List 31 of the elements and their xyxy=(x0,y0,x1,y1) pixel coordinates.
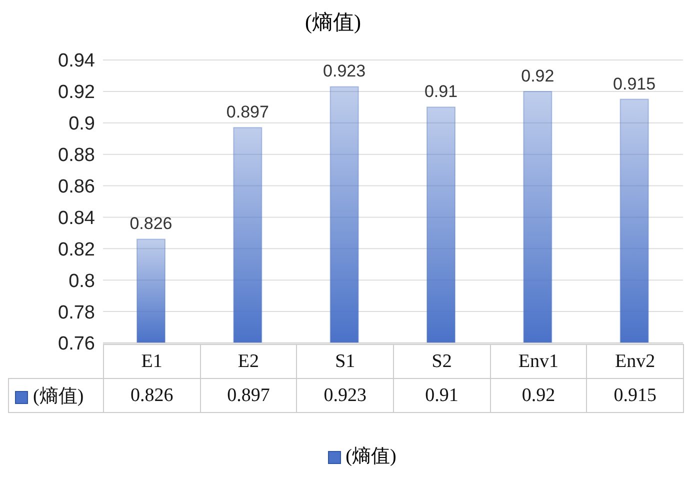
y-tick-label: 0.76 xyxy=(58,334,95,355)
x-tick-label: Env1 xyxy=(490,344,587,378)
data-label: 0.91 xyxy=(424,82,458,102)
data-label: 0.826 xyxy=(130,214,172,234)
y-tick-label: 0.8 xyxy=(68,270,95,292)
x-tick-label: S2 xyxy=(393,344,490,378)
data-label: 0.923 xyxy=(323,62,366,81)
y-tick-label: 0.92 xyxy=(58,82,95,104)
x-tick-label: Env2 xyxy=(586,344,684,378)
y-tick-label: 0.78 xyxy=(58,302,95,324)
text: (熵值) xyxy=(346,446,396,467)
text: 0.826 xyxy=(104,378,200,412)
y-tick-label: 0.9 xyxy=(68,114,95,135)
text: 0.91 xyxy=(393,378,490,412)
data-label: 0.897 xyxy=(226,102,269,122)
y-tick-label: 0.88 xyxy=(58,145,95,166)
data-label: 0.92 xyxy=(521,66,554,86)
y-tick-label: 0.94 xyxy=(58,50,96,72)
x-tick-label: E2 xyxy=(200,344,297,378)
text: 0.897 xyxy=(200,378,297,412)
x-tick-label: S1 xyxy=(296,344,394,378)
y-tick-label: 0.86 xyxy=(58,176,95,198)
y-tick-label: 0.82 xyxy=(58,239,95,260)
data-label: 0.915 xyxy=(613,74,656,94)
text: 0.915 xyxy=(586,378,684,412)
x-tick-label: E1 xyxy=(104,344,200,378)
text: 0.923 xyxy=(296,378,394,412)
y-tick-label: 0.84 xyxy=(58,208,96,229)
legend-label: (熵值) xyxy=(33,386,84,406)
chart-title: (熵值) xyxy=(304,9,362,36)
text: 0.92 xyxy=(490,378,587,412)
